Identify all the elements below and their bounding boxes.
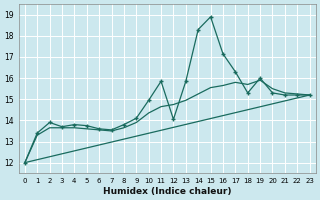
X-axis label: Humidex (Indice chaleur): Humidex (Indice chaleur) xyxy=(103,187,231,196)
